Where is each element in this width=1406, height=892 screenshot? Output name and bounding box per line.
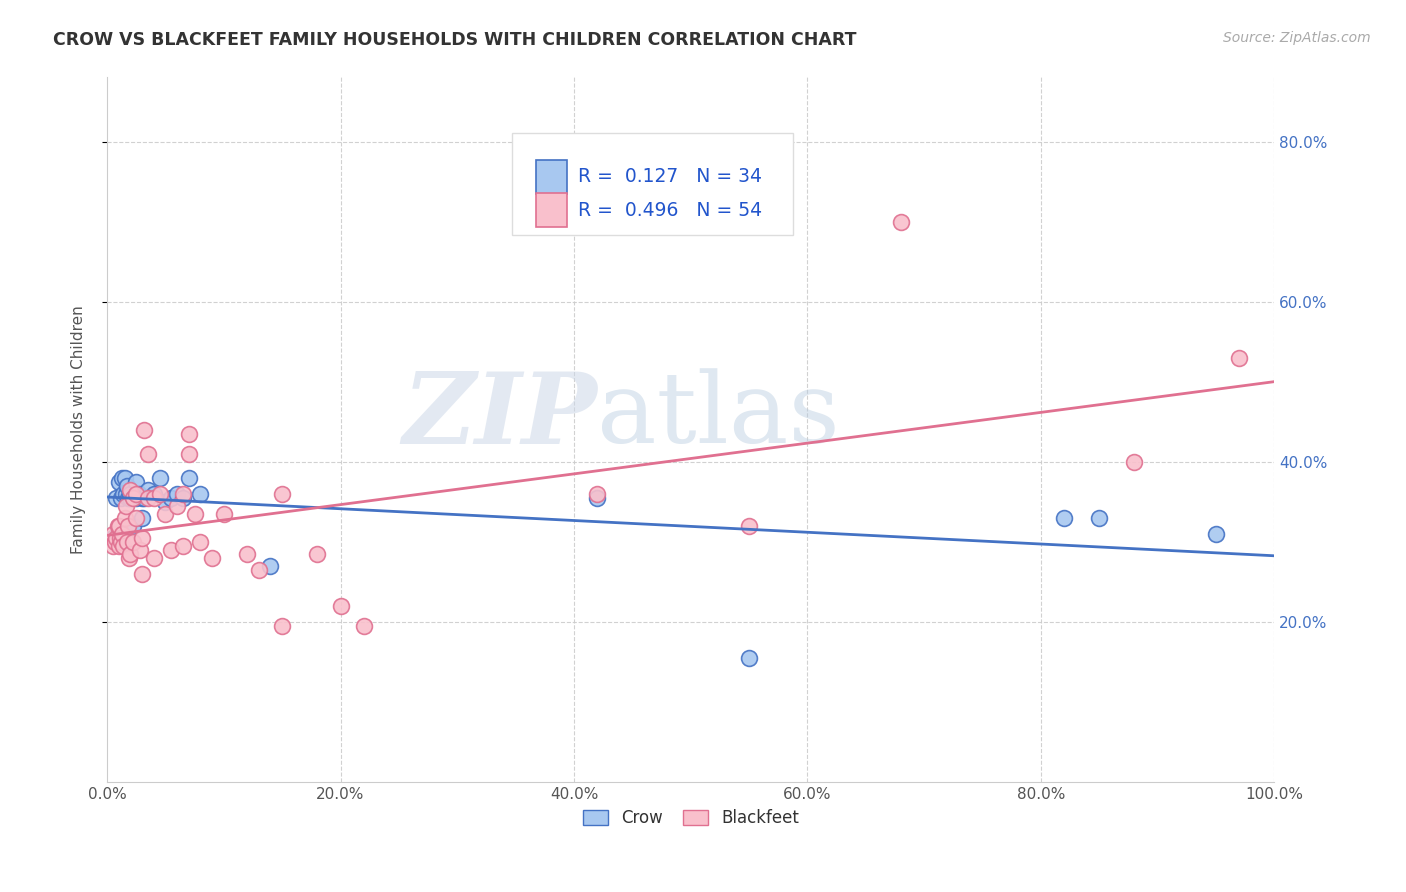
Point <box>586 491 609 505</box>
Point <box>1053 511 1076 525</box>
Point <box>136 491 159 505</box>
Point <box>271 619 294 633</box>
Point <box>121 491 143 505</box>
Point <box>136 447 159 461</box>
Point <box>307 547 329 561</box>
Point <box>108 531 131 545</box>
Point <box>172 539 194 553</box>
Point <box>172 487 194 501</box>
Point <box>131 491 153 505</box>
Point <box>1123 455 1146 469</box>
Point <box>1205 527 1227 541</box>
Point <box>212 507 235 521</box>
Point <box>121 535 143 549</box>
Point <box>259 559 281 574</box>
Point <box>101 531 124 545</box>
Point <box>172 491 194 505</box>
Point <box>1088 511 1111 525</box>
Point <box>177 447 200 461</box>
Point <box>134 423 156 437</box>
Point <box>149 471 172 485</box>
Point <box>142 551 165 566</box>
Point <box>131 531 153 545</box>
Point <box>112 487 135 501</box>
Point <box>160 491 183 505</box>
Point <box>353 619 375 633</box>
Point <box>107 519 129 533</box>
Point <box>149 487 172 501</box>
Point <box>125 491 148 505</box>
Point <box>114 487 136 501</box>
Text: Source: ZipAtlas.com: Source: ZipAtlas.com <box>1223 31 1371 45</box>
Point <box>118 551 141 566</box>
Point <box>110 535 132 549</box>
Point <box>114 511 136 525</box>
Point <box>104 535 127 549</box>
Point <box>117 519 139 533</box>
Point <box>329 599 352 614</box>
Point <box>125 511 148 525</box>
Point <box>166 487 188 501</box>
Point <box>177 426 200 441</box>
Point <box>136 483 159 497</box>
Point <box>142 487 165 501</box>
Point <box>177 471 200 485</box>
Point <box>107 475 129 489</box>
Point <box>117 491 139 505</box>
Text: R =  0.127   N = 34: R = 0.127 N = 34 <box>578 168 762 186</box>
Point <box>115 479 138 493</box>
Point <box>131 567 153 582</box>
Text: ZIP: ZIP <box>402 368 598 464</box>
Point <box>586 487 609 501</box>
Point <box>190 487 212 501</box>
Point <box>155 507 177 521</box>
Point <box>121 519 143 533</box>
Point <box>1227 351 1250 365</box>
Point <box>105 531 128 545</box>
Point <box>134 491 156 505</box>
Text: CROW VS BLACKFEET FAMILY HOUSEHOLDS WITH CHILDREN CORRELATION CHART: CROW VS BLACKFEET FAMILY HOUSEHOLDS WITH… <box>53 31 856 49</box>
Point <box>128 543 150 558</box>
Point <box>114 471 136 485</box>
Point <box>125 475 148 489</box>
Point <box>105 491 128 505</box>
Point <box>120 547 142 561</box>
Point <box>236 547 259 561</box>
Y-axis label: Family Households with Children: Family Households with Children <box>72 306 86 554</box>
Point <box>738 519 761 533</box>
Point <box>738 651 761 665</box>
Point <box>107 519 129 533</box>
Point <box>114 499 136 513</box>
Point <box>183 507 205 521</box>
Point <box>115 535 138 549</box>
Point <box>128 487 150 501</box>
Point <box>120 483 142 497</box>
Point <box>125 487 148 501</box>
Legend: Crow, Blackfeet: Crow, Blackfeet <box>576 803 806 834</box>
Point <box>890 214 912 228</box>
Point <box>131 511 153 525</box>
Point <box>166 499 188 513</box>
Point <box>155 495 177 509</box>
Point <box>101 539 124 553</box>
Point <box>201 551 224 566</box>
Point <box>190 535 212 549</box>
Text: R =  0.496   N = 54: R = 0.496 N = 54 <box>578 201 762 219</box>
Point <box>120 491 142 505</box>
Point <box>107 539 129 553</box>
Point <box>247 563 270 577</box>
Point <box>120 487 142 501</box>
Point <box>112 539 135 553</box>
Point <box>101 527 124 541</box>
Point <box>111 527 134 541</box>
Point <box>271 487 294 501</box>
Point <box>110 491 132 505</box>
Point <box>142 491 165 505</box>
Point <box>111 471 134 485</box>
Point <box>160 543 183 558</box>
Text: atlas: atlas <box>598 368 841 464</box>
